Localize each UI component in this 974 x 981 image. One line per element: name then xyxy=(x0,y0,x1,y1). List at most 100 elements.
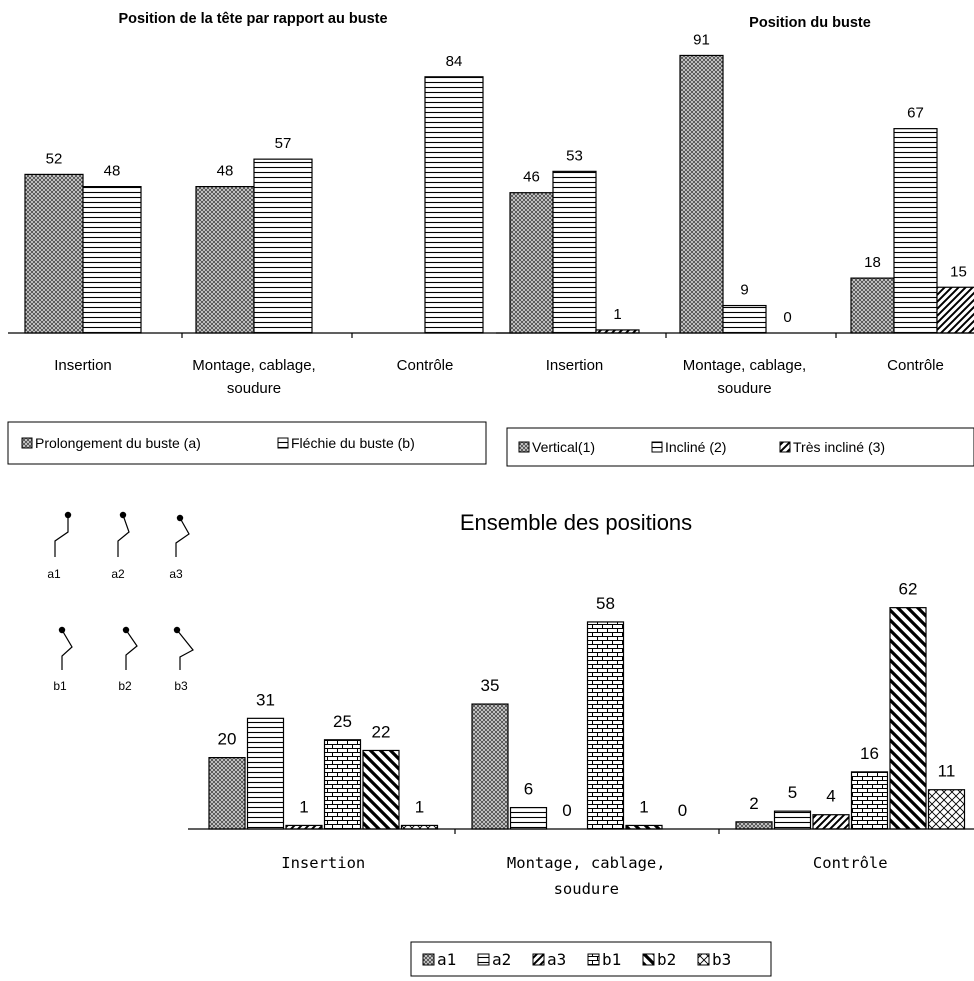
bar-vertical-1-2 xyxy=(850,277,895,334)
chart-title: Position du buste xyxy=(749,15,871,31)
legend-swatch xyxy=(651,441,663,453)
bar-fl-chie-du-buste-b-1 xyxy=(253,158,313,334)
posture-label: b2 xyxy=(118,679,132,693)
legend-swatch xyxy=(422,953,435,966)
posture-a1-icon: a1 xyxy=(47,511,72,581)
posture-a3-icon: a3 xyxy=(169,514,190,581)
data-label: 35 xyxy=(481,676,500,695)
bar-prolongement-du-buste-a-1 xyxy=(195,186,255,334)
posture-figures: a1 a2 a3 b1 b2 b3 xyxy=(47,511,194,693)
legend-swatch xyxy=(587,953,600,966)
legend: a1 a2 a3 b1 b2 b3 xyxy=(410,941,772,977)
data-label: 4 xyxy=(826,787,835,806)
legend-swatch xyxy=(642,953,655,966)
legend-entry: Incliné (2) xyxy=(665,439,726,455)
legend-swatch xyxy=(277,437,289,449)
data-label: 20 xyxy=(218,730,237,749)
bar-b2-2 xyxy=(889,607,927,830)
category-label: Montage, cablage, soudure xyxy=(683,357,806,397)
data-label: 16 xyxy=(860,744,879,763)
bust-position-chart: Position du buste 46 91 18 53 9 67 1 0 15 Insert… xyxy=(496,15,974,467)
bar-a1-0 xyxy=(208,756,246,830)
category-label: Insertion xyxy=(54,357,112,374)
bar-fl-chie-du-buste-b-2 xyxy=(424,76,484,334)
data-label: 1 xyxy=(299,797,308,816)
data-label: 57 xyxy=(275,135,292,152)
bar-a2-1 xyxy=(509,806,548,830)
bar-tr-s-inclin-3-2 xyxy=(936,286,974,334)
bar-fl-chie-du-buste-b-0 xyxy=(82,186,142,334)
legend-entry: a2 xyxy=(492,950,511,969)
bar-a1-2 xyxy=(735,821,773,830)
head-position-chart: Position de la tête par rapport au buste… xyxy=(7,11,522,465)
legend-swatch xyxy=(697,953,710,966)
data-label: 67 xyxy=(907,105,924,122)
bar-a2-0 xyxy=(246,717,285,830)
posture-label: a3 xyxy=(169,567,183,581)
legend: Prolongement du buste (a) Fléchie du bust… xyxy=(7,421,487,465)
legend-entry: a1 xyxy=(437,950,456,969)
category-label: Contrôle xyxy=(887,357,944,374)
data-label: 18 xyxy=(864,254,881,271)
legend-swatch xyxy=(477,953,490,966)
data-label: 0 xyxy=(562,801,571,820)
all-positions-chart: Ensemble des positions 20 35 2 31 6 5 1 0 4 25 58 1… xyxy=(188,510,974,977)
legend-entry: Fléchie du buste (b) xyxy=(291,435,415,451)
posture-label: a2 xyxy=(111,567,125,581)
data-label: 1 xyxy=(415,797,424,816)
data-label: 11 xyxy=(938,762,956,781)
data-label: 62 xyxy=(899,580,918,599)
category-label: Montage, cablage, soudure xyxy=(507,854,666,898)
data-label: 84 xyxy=(446,53,463,70)
data-label: 9 xyxy=(740,282,748,299)
data-label: 15 xyxy=(950,263,967,280)
data-label: 48 xyxy=(217,163,234,180)
bar-b1-1 xyxy=(586,621,625,830)
bar-b1-0 xyxy=(323,739,362,830)
data-label: 25 xyxy=(333,712,352,731)
data-label: 22 xyxy=(372,722,391,741)
legend-swatch xyxy=(518,441,530,453)
posture-label: b1 xyxy=(53,679,67,693)
legend-entry: Très incliné (3) xyxy=(793,439,885,455)
data-label: 2 xyxy=(749,794,758,813)
bar-b3-2 xyxy=(927,789,966,830)
category-label: Insertion xyxy=(281,854,365,872)
bar-a2-2 xyxy=(773,810,812,830)
data-label: 0 xyxy=(783,309,791,326)
posture-a2-icon: a2 xyxy=(111,511,130,581)
bar-vertical-1-1 xyxy=(679,54,724,334)
data-label: 48 xyxy=(104,163,121,180)
chart-title: Position de la tête par rapport au buste xyxy=(118,11,387,27)
category-label: Insertion xyxy=(546,357,604,374)
bar-a1-1 xyxy=(471,703,509,830)
bar-inclin-2-1 xyxy=(722,304,767,334)
data-label: 1 xyxy=(613,306,621,323)
legend-entry: b2 xyxy=(657,950,676,969)
bar-prolongement-du-buste-a-0 xyxy=(24,173,84,334)
legend-swatch xyxy=(779,441,791,453)
bar-a3-2 xyxy=(812,814,850,830)
legend-entry: b3 xyxy=(712,950,731,969)
legend-swatch xyxy=(532,953,545,966)
legend-box xyxy=(7,421,487,465)
category-label: Montage, cablage, soudure xyxy=(192,357,315,397)
legend-entry: Prolongement du buste (a) xyxy=(35,435,201,451)
chart-title: Ensemble des positions xyxy=(460,510,692,535)
data-label: 31 xyxy=(256,690,275,709)
bar-b2-0 xyxy=(362,749,400,830)
data-label: 46 xyxy=(523,169,540,186)
data-label: 91 xyxy=(693,31,710,48)
legend-entry: a3 xyxy=(547,950,566,969)
bar-vertical-1-0 xyxy=(509,192,554,334)
bar-inclin-2-2 xyxy=(893,128,938,334)
posture-b3-icon: b3 xyxy=(173,626,194,693)
legend-box xyxy=(506,427,974,467)
data-label: 52 xyxy=(46,150,63,167)
posture-b2-icon: b2 xyxy=(118,626,138,693)
bar-b1-2 xyxy=(850,771,889,830)
data-label: 1 xyxy=(639,797,648,816)
legend-swatch xyxy=(21,437,33,449)
posture-label: b3 xyxy=(174,679,188,693)
data-label: 5 xyxy=(788,783,797,802)
